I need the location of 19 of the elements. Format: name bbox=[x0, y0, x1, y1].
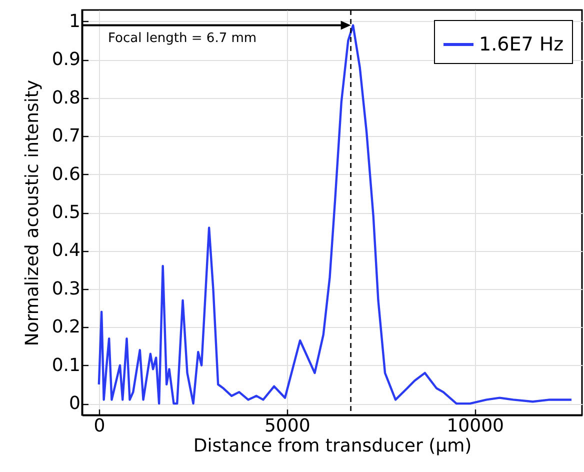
y-tick-label: 0.4 bbox=[52, 240, 80, 262]
y-tick-label: 0.2 bbox=[52, 316, 80, 338]
x-tick-label: 5000 bbox=[264, 416, 310, 436]
legend-label: 1.6E7 Hz bbox=[479, 34, 564, 56]
y-tick-label: 0 bbox=[69, 393, 80, 414]
x-tick-label: 10000 bbox=[446, 416, 504, 436]
y-tick-label: 0.1 bbox=[52, 354, 80, 376]
y-tick-label: 0.5 bbox=[52, 202, 80, 223]
line-series bbox=[98, 24, 573, 405]
y-tick-label: 0.7 bbox=[52, 126, 80, 147]
y-tick-label: 0.8 bbox=[52, 87, 80, 108]
y-tick-label: 0.9 bbox=[52, 49, 80, 70]
x-tick-label: 0 bbox=[94, 416, 106, 436]
y-axis-title: Normalized acoustic intensity bbox=[22, 80, 43, 346]
y-tick-label: 0.6 bbox=[52, 164, 80, 185]
y-tick-label: 1 bbox=[69, 10, 80, 32]
x-axis-title: Distance from transducer (µm) bbox=[193, 436, 472, 456]
y-tick-label: 0.3 bbox=[52, 278, 80, 300]
annotation: Focal length = 6.7 mm bbox=[108, 31, 257, 46]
